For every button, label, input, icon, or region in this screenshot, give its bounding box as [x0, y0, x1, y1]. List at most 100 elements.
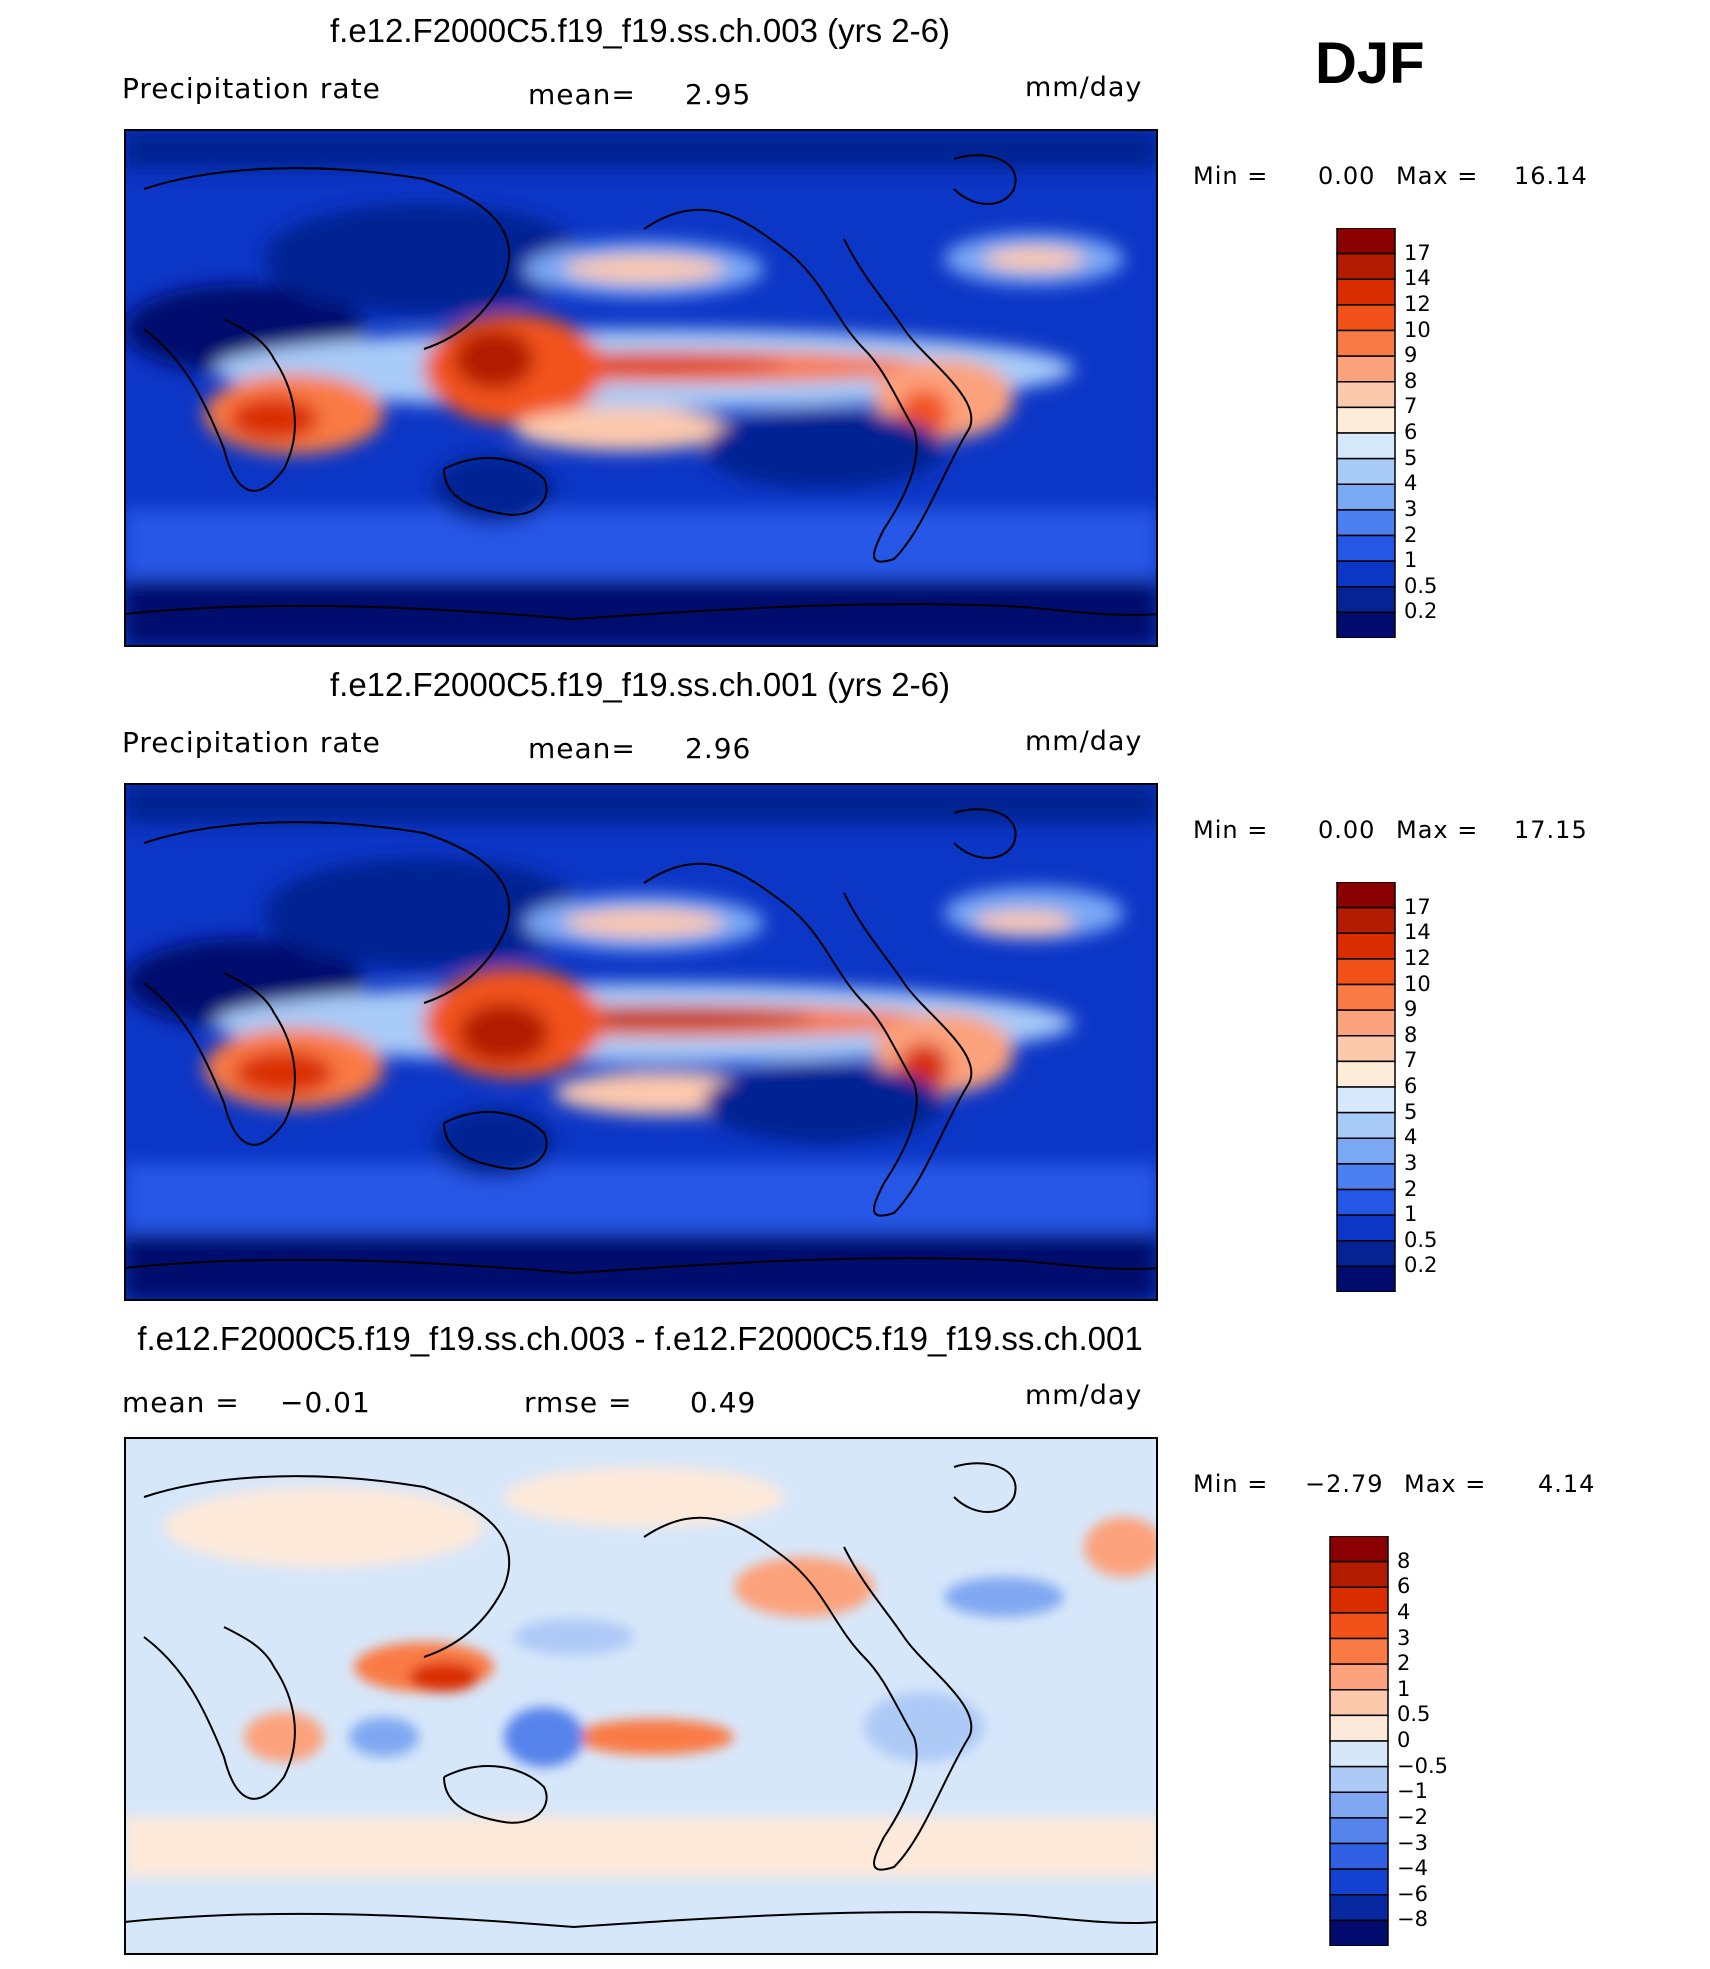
panel-3-mean-label: mean = [122, 1386, 240, 1419]
colorbar-tick-label: 1 [1397, 1676, 1411, 1701]
panel-3-max-label: Max = [1404, 1470, 1487, 1498]
colorbar-tick-label: 17 [1404, 240, 1431, 265]
colorbar-swatch [1336, 304, 1396, 332]
panel-1-max-value: 16.14 [1514, 162, 1588, 190]
panel-2-units: mm/day [1025, 726, 1143, 757]
panel-3-mean-value: −0.01 [280, 1386, 371, 1419]
colorbar-swatch [1329, 1842, 1389, 1870]
panel-1-units: mm/day [1025, 72, 1143, 103]
colorbar-tick-label: −1 [1397, 1779, 1428, 1804]
colorbar-swatch [1329, 1868, 1389, 1896]
colorbar-swatch [1329, 1791, 1389, 1819]
colorbar-swatch [1329, 1637, 1389, 1665]
colorbar-swatch [1336, 278, 1396, 306]
panel-3-coast-americas [643, 1516, 973, 1871]
colorbar-tick-label: 6 [1397, 1574, 1411, 1599]
panel-2-epac-dry [704, 1063, 944, 1143]
colorbar-tick-label: 5 [1404, 1099, 1418, 1124]
panel-1-colorbar [1336, 228, 1396, 638]
colorbar-tick-label: 0.5 [1404, 573, 1438, 598]
colorbar-tick-label: 0.2 [1404, 599, 1438, 624]
colorbar-swatch [1336, 228, 1396, 255]
colorbar-tick-label: 7 [1404, 394, 1418, 419]
colorbar-swatch [1336, 586, 1396, 614]
colorbar-swatch [1336, 406, 1396, 434]
panel-2-maritime-core [459, 1003, 549, 1063]
colorbar-swatch [1336, 611, 1396, 638]
colorbar-swatch [1336, 1111, 1396, 1139]
season-label: DJF [1315, 31, 1425, 96]
colorbar-swatch [1336, 1009, 1396, 1037]
panel-3-map [124, 1437, 1158, 1955]
colorbar-tick-label: 2 [1397, 1651, 1411, 1676]
colorbar-tick-label: 6 [1404, 1074, 1418, 1098]
colorbar-tick-label: 4 [1404, 471, 1418, 496]
colorbar-tick-label: −3 [1397, 1830, 1428, 1855]
panel-1-frame [124, 129, 1158, 647]
colorbar-tick-label: 1 [1404, 548, 1418, 573]
panel-1-aus-dry [434, 454, 554, 524]
panel-1-band-arctic [124, 129, 1158, 169]
colorbar-swatch [1336, 1035, 1396, 1063]
panel-1-maritime-core [454, 329, 534, 389]
colorbar-tick-label: 8 [1404, 1022, 1418, 1047]
panel-2-variable: Precipitation rate [122, 726, 381, 759]
colorbar-tick-label: −4 [1397, 1856, 1428, 1881]
colorbar-tick-label: 9 [1404, 343, 1418, 368]
colorbar-swatch [1329, 1536, 1389, 1563]
panel-3-neg-1 [504, 1707, 584, 1767]
colorbar-tick-label: 1 [1404, 1202, 1418, 1227]
colorbar-swatch [1329, 1817, 1389, 1845]
colorbar-swatch [1329, 1765, 1389, 1793]
panel-2-coast-antarctica [124, 1257, 1158, 1275]
colorbar-swatch [1336, 1163, 1396, 1191]
panel-3-rmse-label: rmse = [524, 1386, 633, 1419]
panel-3-frame [124, 1437, 1158, 1955]
colorbar-tick-label: 0.2 [1404, 1253, 1438, 1278]
colorbar-swatch [1336, 381, 1396, 409]
colorbar-tick-label: 14 [1404, 266, 1431, 291]
panel-1-max-label: Max = [1396, 162, 1479, 190]
colorbar-swatch [1336, 252, 1396, 280]
panel-1-title: f.e12.F2000C5.f19_f19.ss.ch.003 (yrs 2-6… [329, 12, 950, 49]
panel-3-min-label: Min = [1193, 1470, 1269, 1498]
panel-2-coast-asia [143, 821, 511, 1004]
colorbar-tick-label: 9 [1404, 997, 1418, 1022]
panel-3-coast-antarctica [124, 1911, 1158, 1929]
panel-2-map [124, 783, 1158, 1301]
panel-1-band-south [124, 509, 1158, 579]
colorbar-tick-label: 12 [1404, 945, 1431, 970]
panel-3-pos-6 [574, 1719, 734, 1755]
colorbar-tick-label: 0.5 [1404, 1227, 1438, 1252]
colorbar-tick-label: 4 [1404, 1125, 1418, 1150]
colorbar-swatch [1336, 509, 1396, 537]
panel-1-npac-core [564, 255, 724, 283]
panel-2-max-label: Max = [1396, 816, 1479, 844]
panel-2-coast-greenland [953, 808, 1017, 859]
colorbar-tick-label: −6 [1397, 1881, 1428, 1906]
panel-3-colorbar [1329, 1536, 1389, 1946]
panel-1-coast-greenland [953, 154, 1017, 205]
panel-3-title: f.e12.F2000C5.f19_f19.ss.ch.003 - f.e12.… [137, 1320, 1143, 1357]
colorbar-swatch [1329, 1714, 1389, 1742]
panel-3-neg-3 [864, 1692, 984, 1762]
colorbar-swatch [1329, 1560, 1389, 1588]
colorbar-tick-label: 17 [1404, 894, 1431, 919]
colorbar-tick-label: −0.5 [1397, 1753, 1448, 1778]
colorbar-tick-label: 3 [1404, 496, 1418, 521]
panel-1-coast-australia [443, 457, 548, 516]
panel-1-min-label: Min = [1193, 162, 1269, 190]
colorbar-tick-label: 2 [1404, 522, 1418, 547]
colorbar-swatch [1329, 1894, 1389, 1922]
panel-2-coast-africa [143, 972, 296, 1146]
colorbar-swatch [1336, 355, 1396, 383]
panel-2-coast-americas [643, 862, 973, 1217]
panel-2-mean-value: 2.96 [685, 732, 752, 765]
colorbar-swatch [1329, 1586, 1389, 1614]
colorbar-swatch [1336, 983, 1396, 1011]
panel-3-band-south [124, 1817, 1158, 1877]
colorbar-swatch [1336, 1214, 1396, 1242]
colorbar-swatch [1329, 1919, 1389, 1946]
colorbar-tick-label: 3 [1397, 1625, 1411, 1650]
panel-3-pos-3 [734, 1557, 874, 1617]
